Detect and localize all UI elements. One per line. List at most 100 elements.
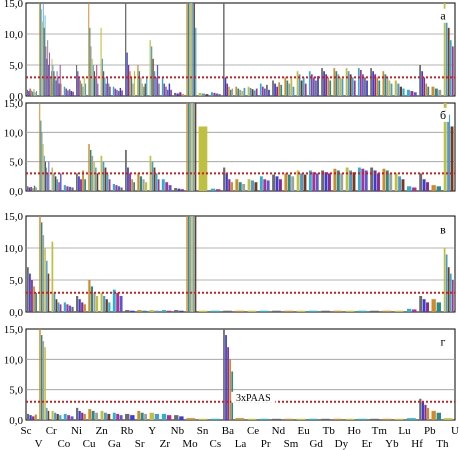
bar-Pb-1 — [422, 299, 426, 312]
bar-Sc-0 — [27, 186, 29, 191]
bar-Ni-3 — [83, 413, 86, 420]
bar-Sn-0 — [198, 310, 208, 312]
bar-Dy-0 — [333, 68, 336, 96]
bar-Ho-4 — [353, 80, 356, 96]
bar-Zn-0 — [100, 410, 104, 420]
bar-Sm-2 — [288, 83, 291, 96]
x-tick-label: Sn — [197, 425, 209, 437]
bar-Y-0 — [149, 412, 154, 420]
bar-Cu-4 — [95, 167, 97, 191]
bar-Zn-0 — [100, 27, 102, 96]
y-tick-label: 0,0 — [9, 186, 23, 198]
bar-Tm-0 — [370, 310, 379, 312]
y-tick-label: 15,0 — [4, 211, 24, 223]
x-tick-label: U — [451, 425, 459, 437]
bar-Yb-2 — [389, 173, 393, 191]
bar-Nd-1 — [275, 176, 279, 191]
bar-Lu-0 — [394, 418, 404, 420]
bar-Sm-2 — [291, 176, 295, 191]
bar-Th-0 — [431, 86, 435, 96]
bar-V-0 — [39, 329, 41, 420]
bar-Hf-0 — [406, 186, 412, 191]
bar-Gd-1 — [312, 172, 316, 191]
x-tick-label: Cs — [209, 438, 221, 450]
bar-Sm-1 — [286, 80, 289, 96]
bar-Cr-1 — [54, 412, 57, 420]
bar-Ho-0 — [345, 418, 355, 420]
bar-Gd-0 — [308, 310, 318, 312]
bar-Co-4 — [70, 91, 73, 96]
bar-Rb-0 — [125, 413, 130, 420]
panel-label-bg — [437, 222, 449, 237]
threshold-label-bg — [231, 391, 276, 403]
bar-Cu-1 — [90, 286, 94, 312]
bar-U-1 — [447, 114, 451, 191]
bar-V-10 — [48, 65, 50, 96]
bar-Hf-1 — [410, 91, 414, 96]
y-tick-label: 15,0 — [4, 98, 24, 110]
bar-Cr-0 — [51, 241, 54, 312]
bar-Dy-1 — [336, 170, 340, 191]
bar-Rb-0 — [125, 149, 127, 191]
bar-Ho-0 — [345, 310, 355, 312]
bar-Ni-2 — [78, 77, 80, 96]
bar-Nb-2 — [179, 92, 182, 96]
x-tick-label: Hf — [411, 438, 423, 450]
bar-Sr-2 — [142, 179, 145, 191]
bar-Sc-3 — [33, 286, 35, 312]
bar-Sc-4 — [33, 185, 36, 191]
x-tick-label: Yb — [385, 438, 399, 450]
bar-Sm-3 — [290, 78, 293, 96]
x-tick-label: Mo — [182, 438, 198, 450]
x-tick-label: Sc — [21, 425, 32, 437]
bar-Y-4 — [157, 179, 160, 191]
bar-Co-2 — [67, 90, 69, 96]
bar-Ce-1 — [251, 180, 254, 191]
bar-Pr-0 — [259, 176, 263, 191]
bar-Ga-4 — [119, 87, 122, 96]
bar-Lu-1 — [398, 176, 402, 191]
bar-Sm-0 — [284, 310, 294, 312]
bar-Yb-0 — [382, 168, 386, 191]
bar-Sm-0 — [284, 418, 294, 420]
bar-Sm-1 — [287, 174, 291, 191]
bar-Sr-0 — [137, 65, 139, 96]
x-tick-label: Cr — [46, 425, 57, 437]
bar-Cu-2 — [90, 46, 92, 96]
bar-Ce-2 — [251, 89, 254, 96]
bar-Tb-2 — [328, 173, 331, 191]
bar-Zr-0 — [161, 77, 164, 96]
x-tick-label: La — [235, 438, 247, 450]
bar-Ba-3 — [230, 182, 233, 191]
bar-V-6 — [46, 167, 48, 191]
bar-Y-3 — [153, 71, 156, 96]
bar-Rb-2 — [127, 65, 130, 96]
bar-Cu-0 — [88, 144, 90, 191]
bar-Ni-7 — [85, 83, 87, 96]
bar-Er-2 — [362, 74, 364, 96]
bar-Th-2 — [438, 89, 442, 96]
bar-Zn-0 — [100, 155, 103, 191]
y-tick-label: 5,0 — [9, 60, 23, 72]
panel-3: 0,0 5,0 10,0 15,0 3xPAAS г — [4, 324, 456, 427]
bar-Ni-1 — [78, 176, 80, 191]
bar-U-0 — [443, 3, 446, 96]
bar-Cr-4 — [58, 182, 60, 191]
bar-Cr-2 — [54, 176, 57, 191]
bar-Pb-3 — [425, 83, 428, 96]
bar-Mo-3 — [191, 103, 193, 191]
bar-Sc-1 — [28, 187, 31, 191]
bar-Cu-2 — [95, 412, 99, 420]
bar-V-7 — [45, 46, 47, 96]
bar-Sc-6 — [34, 92, 36, 96]
x-tick-label: V — [35, 438, 43, 450]
bar-Ni-0 — [76, 296, 79, 312]
bar-Nb-0 — [174, 310, 179, 312]
bar-Rb-0 — [125, 3, 127, 96]
bar-Co-1 — [66, 304, 69, 312]
bar-Cs-0 — [210, 92, 214, 96]
bar-Nd-2 — [276, 86, 278, 96]
bar-Mo-3 — [191, 216, 193, 312]
bar-Pr-2 — [263, 88, 266, 96]
bar-Ni-6 — [83, 77, 85, 96]
